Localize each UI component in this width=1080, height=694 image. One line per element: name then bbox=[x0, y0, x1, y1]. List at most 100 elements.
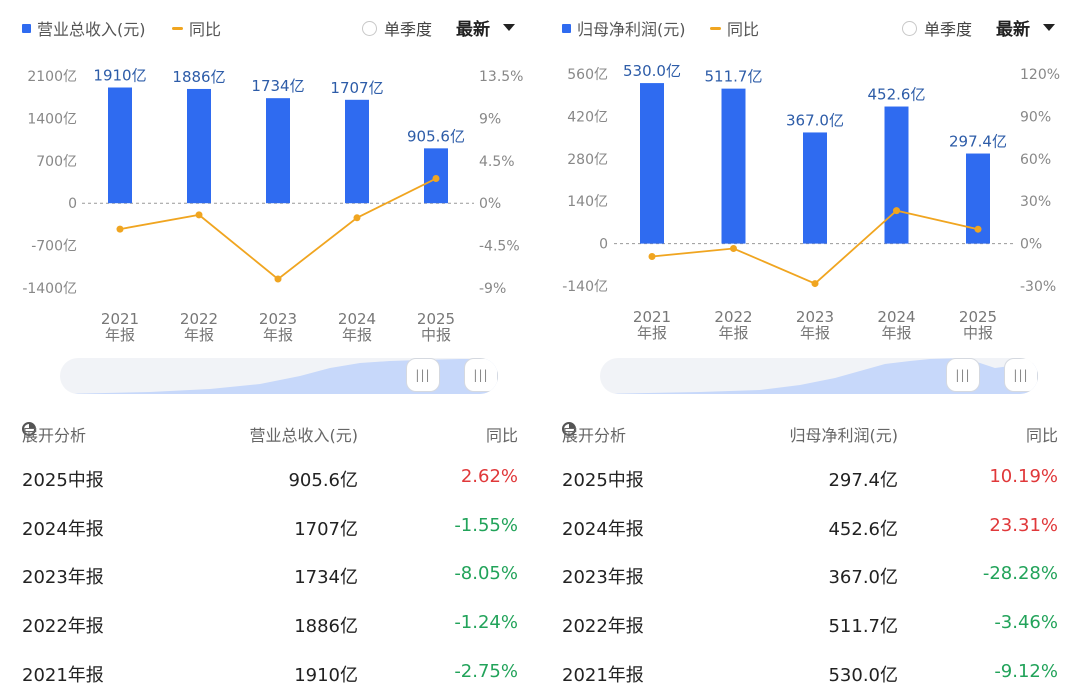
x-tick-label: 2023 bbox=[796, 308, 834, 326]
bar-value-label: 1734亿 bbox=[251, 77, 304, 95]
single-quarter-label: 单季度 bbox=[924, 20, 973, 39]
range-slider[interactable]: ||| ||| bbox=[600, 358, 1038, 394]
table-row[interactable]: 2025中报 297.4亿 10.19% bbox=[562, 466, 1058, 496]
single-quarter-label: 单季度 bbox=[384, 20, 433, 39]
y-left-tick-label: 280亿 bbox=[567, 152, 608, 168]
yoy-point[interactable] bbox=[274, 275, 282, 283]
x-tick-label: 2025 bbox=[417, 310, 455, 328]
bar[interactable] bbox=[187, 88, 211, 204]
row-yoy: -2.75% bbox=[454, 660, 518, 682]
yoy-point[interactable] bbox=[432, 175, 440, 183]
legend-label-net-profit: 归母净利润(元) bbox=[577, 20, 686, 39]
expand-analysis-label: 展开分析 bbox=[562, 426, 627, 445]
table-row[interactable]: 2022年报 511.7亿 -3.46% bbox=[562, 612, 1058, 642]
y-right-tick-label: -4.5% bbox=[479, 239, 520, 255]
table-row[interactable]: 2023年报 1734亿 -8.05% bbox=[22, 563, 518, 593]
y-right-tick-label: 13.5% bbox=[479, 69, 523, 85]
y-left-tick-label: -140亿 bbox=[562, 279, 608, 295]
yoy-point[interactable] bbox=[893, 207, 900, 215]
slider-right-handle[interactable]: ||| bbox=[1004, 358, 1038, 392]
expand-analysis-label: 展开分析 bbox=[22, 426, 87, 445]
slider-left-handle[interactable]: ||| bbox=[406, 358, 440, 392]
row-value: 1910亿 bbox=[294, 664, 358, 686]
x-tick-label-sub: 年报 bbox=[637, 324, 667, 342]
legend-label-yoy: 同比 bbox=[189, 20, 222, 39]
table-row[interactable]: 2024年报 452.6亿 23.31% bbox=[562, 515, 1058, 545]
yoy-point[interactable] bbox=[353, 214, 361, 222]
yoy-point[interactable] bbox=[974, 225, 982, 233]
row-value: 452.6亿 bbox=[828, 518, 898, 540]
bar[interactable] bbox=[345, 99, 369, 204]
bar[interactable] bbox=[108, 87, 132, 204]
row-yoy: -3.46% bbox=[994, 612, 1058, 634]
row-period: 2022年报 bbox=[562, 616, 644, 638]
period-dropdown-label: 最新 bbox=[996, 20, 1030, 40]
y-right-tick-label: 0% bbox=[479, 196, 501, 212]
x-tick-label-sub: 年报 bbox=[105, 326, 135, 344]
table-row[interactable]: 2021年报 1910亿 -2.75% bbox=[22, 661, 518, 691]
bar-value-label: 905.6亿 bbox=[407, 127, 465, 145]
pie-chart-icon bbox=[22, 422, 36, 436]
x-tick-label: 2021 bbox=[633, 308, 671, 326]
table-row[interactable]: 2024年报 1707亿 -1.55% bbox=[22, 515, 518, 545]
y-left-tick-label: 0 bbox=[68, 196, 77, 212]
table-row[interactable]: 2022年报 1886亿 -1.24% bbox=[22, 612, 518, 642]
radio-circle-icon[interactable] bbox=[902, 20, 917, 36]
x-tick-label-sub: 中报 bbox=[421, 326, 451, 344]
bar[interactable] bbox=[266, 98, 290, 204]
legend-yoy[interactable]: 同比 bbox=[710, 16, 759, 40]
yoy-point[interactable] bbox=[195, 211, 203, 219]
row-value: 1734亿 bbox=[294, 567, 358, 589]
bar-value-label: 1910亿 bbox=[93, 67, 146, 85]
x-tick-label-sub: 年报 bbox=[800, 324, 830, 342]
table-row[interactable]: 2023年报 367.0亿 -28.28% bbox=[562, 563, 1058, 593]
legend-revenue[interactable]: 营业总收入(元) bbox=[22, 16, 146, 40]
range-slider[interactable]: ||| ||| bbox=[60, 358, 498, 394]
slider-right-handle[interactable]: ||| bbox=[464, 358, 498, 392]
yoy-point[interactable] bbox=[116, 225, 124, 233]
bar[interactable] bbox=[640, 83, 664, 244]
bar-value-label: 452.6亿 bbox=[868, 86, 926, 104]
bar-value-label: 367.0亿 bbox=[786, 111, 844, 129]
bar-value-label: 1886亿 bbox=[172, 68, 225, 86]
row-yoy: -8.05% bbox=[454, 563, 518, 585]
radio-circle-icon[interactable] bbox=[362, 20, 377, 36]
revenue-panel: 营业总收入(元) 同比 单季度 最新 2100亿 1400亿 700亿 0 -700亿 -… bbox=[22, 15, 523, 691]
x-tick-label: 2022 bbox=[714, 308, 752, 326]
single-quarter-toggle[interactable]: 单季度 bbox=[902, 16, 972, 40]
row-yoy: 2.62% bbox=[460, 466, 518, 487]
bar-value-label: 297.4亿 bbox=[949, 133, 1007, 151]
yoy-point[interactable] bbox=[811, 280, 819, 288]
table-row[interactable]: 2025中报 905.6亿 2.62% bbox=[22, 466, 518, 496]
legend-net-profit[interactable]: 归母净利润(元) bbox=[562, 16, 686, 40]
x-tick-label-sub: 年报 bbox=[263, 326, 293, 344]
row-yoy: -1.55% bbox=[454, 514, 518, 536]
y-left-tick-label: 0 bbox=[599, 237, 608, 253]
row-value: 530.0亿 bbox=[828, 664, 898, 686]
bar[interactable] bbox=[721, 88, 746, 244]
bar[interactable] bbox=[803, 132, 827, 244]
row-period: 2025中报 bbox=[562, 470, 644, 491]
yoy-point[interactable] bbox=[730, 244, 737, 252]
period-dropdown[interactable]: 最新 bbox=[456, 15, 515, 40]
y-left-tick-label: -700亿 bbox=[31, 239, 77, 255]
x-tick-label-sub: 年报 bbox=[184, 326, 214, 344]
bar-value-label: 511.7亿 bbox=[705, 68, 763, 86]
bar-value-label: 530.0亿 bbox=[623, 62, 681, 80]
row-period: 2024年报 bbox=[22, 518, 104, 540]
bar[interactable] bbox=[884, 106, 909, 244]
bar-legend-swatch bbox=[22, 23, 31, 33]
row-period: 2022年报 bbox=[22, 616, 104, 638]
period-dropdown[interactable]: 最新 bbox=[996, 15, 1055, 40]
table-row[interactable]: 2021年报 530.0亿 -9.12% bbox=[562, 661, 1058, 691]
x-tick-label-sub: 年报 bbox=[881, 324, 911, 342]
row-value: 297.4亿 bbox=[828, 470, 898, 491]
x-tick-label-sub: 中报 bbox=[963, 324, 993, 342]
legend-yoy[interactable]: 同比 bbox=[172, 16, 221, 40]
yoy-point[interactable] bbox=[648, 252, 656, 260]
single-quarter-toggle[interactable]: 单季度 bbox=[362, 16, 432, 40]
y-right-tick-label: -30% bbox=[1020, 279, 1056, 295]
slider-left-handle[interactable]: ||| bbox=[946, 358, 980, 392]
net-profit-chart: 560亿 420亿 280亿 140亿 0 -140亿 120% 90% 60% 30% 0% -30… bbox=[562, 62, 1060, 342]
y-right-tick-label: 90% bbox=[1020, 109, 1051, 125]
